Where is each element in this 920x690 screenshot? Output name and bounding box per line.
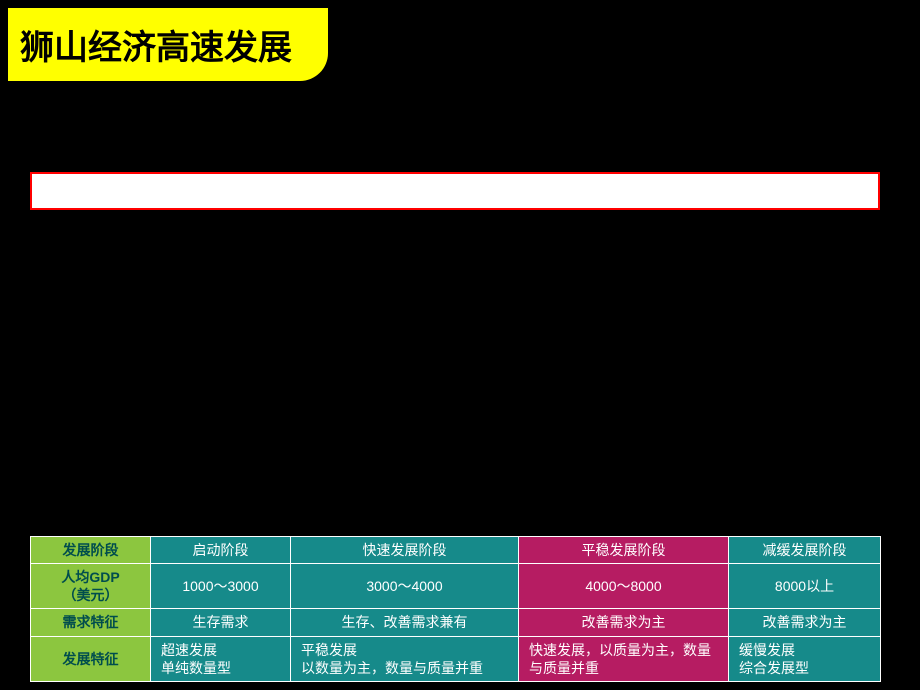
table-row: 发展阶段 启动阶段 快速发展阶段 平稳发展阶段 减缓发展阶段 — [31, 536, 881, 563]
dev-cell-highlight: 快速发展，以质量为主，数量与质量并重 — [519, 636, 729, 681]
demand-cell-highlight: 改善需求为主 — [519, 609, 729, 636]
stage-cell: 减缓发展阶段 — [729, 536, 881, 563]
demand-cell: 生存、改善需求兼有 — [291, 609, 519, 636]
gdp-cell: 1000～3000 — [151, 564, 291, 609]
stage-cell: 启动阶段 — [151, 536, 291, 563]
gdp-cell-highlight: 4000～8000 — [519, 564, 729, 609]
row-label-stage: 发展阶段 — [31, 536, 151, 563]
gdp-cell: 8000以上 — [729, 564, 881, 609]
table-row: 发展特征 超速发展 单纯数量型 平稳发展 以数量为主，数量与质量并重 快速发展，… — [31, 636, 881, 681]
table-row: 需求特征 生存需求 生存、改善需求兼有 改善需求为主 改善需求为主 — [31, 609, 881, 636]
demand-cell: 生存需求 — [151, 609, 291, 636]
gdp-cell: 3000～4000 — [291, 564, 519, 609]
stage-cell: 快速发展阶段 — [291, 536, 519, 563]
dev-cell: 平稳发展 以数量为主，数量与质量并重 — [291, 636, 519, 681]
row-label-dev: 发展特征 — [31, 636, 151, 681]
row-label-gdp: 人均GDP （美元） — [31, 564, 151, 609]
highlight-box — [30, 172, 880, 210]
dev-cell: 超速发展 单纯数量型 — [151, 636, 291, 681]
page-title: 狮山经济高速发展 — [8, 8, 328, 81]
demand-cell: 改善需求为主 — [729, 609, 881, 636]
stages-table: 发展阶段 启动阶段 快速发展阶段 平稳发展阶段 减缓发展阶段 人均GDP （美元… — [30, 536, 880, 682]
stage-cell-highlight: 平稳发展阶段 — [519, 536, 729, 563]
table-row: 人均GDP （美元） 1000～3000 3000～4000 4000～8000… — [31, 564, 881, 609]
dev-cell: 缓慢发展 综合发展型 — [729, 636, 881, 681]
row-label-demand: 需求特征 — [31, 609, 151, 636]
